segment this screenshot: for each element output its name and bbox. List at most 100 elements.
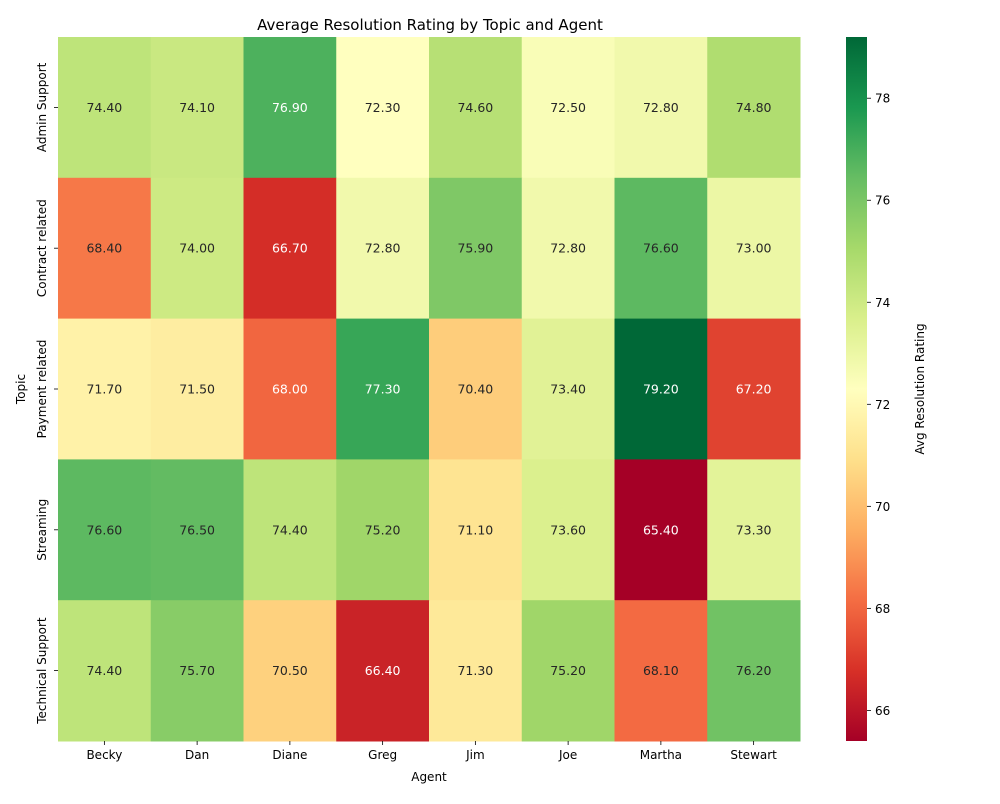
cell-value-label: 72.80 (643, 100, 679, 115)
colorbar-tick-label: 78 (875, 92, 890, 106)
heatmap-cell (429, 318, 523, 460)
x-axis: Becky Dan Diane Greg Jim Joe Martha Stewart (86, 741, 777, 762)
cell-value-label: 74.60 (457, 100, 493, 115)
cell-value-label: 74.10 (179, 100, 215, 115)
heatmap-cell (58, 177, 152, 320)
x-tick-label: Dan (185, 748, 209, 762)
cell-value-label: 74.00 (179, 241, 215, 256)
cell-value-label: 68.00 (272, 382, 308, 397)
cell-value-label: 72.30 (365, 100, 401, 115)
heatmap-cell (614, 600, 708, 742)
heatmap-cell (614, 37, 708, 179)
cell-value-label: 75.20 (365, 522, 401, 537)
heatmap-cell (521, 37, 615, 179)
heatmap-cell (429, 37, 523, 179)
x-tick-label: Stewart (730, 748, 777, 762)
heatmap-cell (58, 37, 152, 179)
heatmap-cell (243, 318, 337, 460)
heatmap-cell (243, 177, 337, 320)
heatmap-cell (521, 459, 615, 601)
heatmap-cell (707, 37, 801, 179)
cell-value-label: 72.50 (550, 100, 586, 115)
cell-value-label: 71.50 (179, 382, 215, 397)
cell-value-label: 73.00 (736, 241, 772, 256)
cell-value-label: 76.90 (272, 100, 308, 115)
colorbar-gradient (846, 37, 867, 741)
cell-value-label: 71.70 (86, 382, 122, 397)
cell-value-label: 71.30 (457, 663, 493, 678)
y-axis: Admin Support Contract related Payment rel… (35, 62, 58, 725)
heatmap-cell (521, 318, 615, 460)
cell-value-label: 76.60 (643, 241, 679, 256)
colorbar-tick-label: 70 (875, 500, 890, 514)
heatmap-cell (336, 459, 430, 601)
x-tick-label: Diane (272, 748, 307, 762)
y-tick-label: Streaming (35, 499, 49, 561)
heatmap-cell (336, 37, 430, 179)
colorbar-ticks: 66 68 70 72 74 76 78 (867, 92, 890, 718)
colorbar-tick-label: 76 (875, 194, 890, 208)
x-tick-label: Martha (640, 748, 682, 762)
cell-value-label: 68.40 (86, 241, 122, 256)
colorbar-tick-label: 74 (875, 296, 890, 310)
chart-title: Average Resolution Rating by Topic and A… (257, 16, 603, 34)
cell-value-label: 79.20 (643, 382, 679, 397)
heatmap-cell (58, 600, 152, 742)
cell-value-label: 67.20 (736, 382, 772, 397)
x-tick-label: Jim (465, 748, 485, 762)
heatmap-cell (614, 177, 708, 320)
heatmap-cell (150, 318, 244, 460)
heatmap-cell (707, 459, 801, 601)
heatmap-cell (243, 459, 337, 601)
colorbar: 66 68 70 72 74 76 78 Avg Resolution Rating (846, 37, 927, 741)
y-tick-label: Payment related (35, 340, 49, 439)
cell-value-label: 70.40 (457, 382, 493, 397)
heatmap-cell (336, 318, 430, 460)
x-tick-label: Joe (558, 748, 577, 762)
heatmap-cell (243, 37, 337, 179)
heatmap-cell (521, 177, 615, 320)
cell-value-label: 68.10 (643, 663, 679, 678)
colorbar-tick-label: 72 (875, 398, 890, 412)
cell-value-label: 72.80 (365, 241, 401, 256)
cell-value-label: 75.20 (550, 663, 586, 678)
x-axis-label: Agent (411, 770, 447, 784)
cell-value-label: 73.30 (736, 522, 772, 537)
cell-value-label: 72.80 (550, 241, 586, 256)
cell-value-label: 77.30 (365, 382, 401, 397)
heatmap-cell (429, 600, 523, 742)
cell-value-label: 66.70 (272, 241, 308, 256)
x-tick-label: Becky (86, 748, 122, 762)
heatmap-cell (707, 600, 801, 742)
y-axis-label: Topic (14, 374, 28, 405)
cell-value-label: 65.40 (643, 522, 679, 537)
cell-value-label: 75.70 (179, 663, 215, 678)
y-tick-label: Technical Support (35, 617, 49, 725)
heatmap-cell (150, 600, 244, 742)
cell-value-label: 74.80 (736, 100, 772, 115)
cell-value-label: 74.40 (86, 663, 122, 678)
heatmap-cell (614, 318, 708, 460)
heatmap-cell (707, 318, 801, 460)
cell-value-label: 73.60 (550, 522, 586, 537)
cell-value-label: 76.20 (736, 663, 772, 678)
heatmap-cell (150, 177, 244, 320)
heatmap-cells: 74.40 74.10 76.90 72.30 74.60 72.50 72.80 74.80… (58, 37, 801, 742)
heatmap-cell (707, 177, 801, 320)
heatmap-cell (150, 37, 244, 179)
heatmap-cell (614, 459, 708, 601)
heatmap-cell (243, 600, 337, 742)
y-tick-label: Contract related (35, 199, 49, 297)
cell-value-label: 76.60 (86, 522, 122, 537)
colorbar-label: Avg Resolution Rating (913, 323, 927, 454)
cell-value-label: 76.50 (179, 522, 215, 537)
heatmap-cell (58, 459, 152, 601)
colorbar-tick-label: 68 (875, 602, 890, 616)
cell-value-label: 70.50 (272, 663, 308, 678)
cell-value-label: 74.40 (86, 100, 122, 115)
cell-value-label: 75.90 (457, 241, 493, 256)
y-tick-label: Admin Support (35, 62, 49, 152)
heatmap-cell (429, 177, 523, 320)
